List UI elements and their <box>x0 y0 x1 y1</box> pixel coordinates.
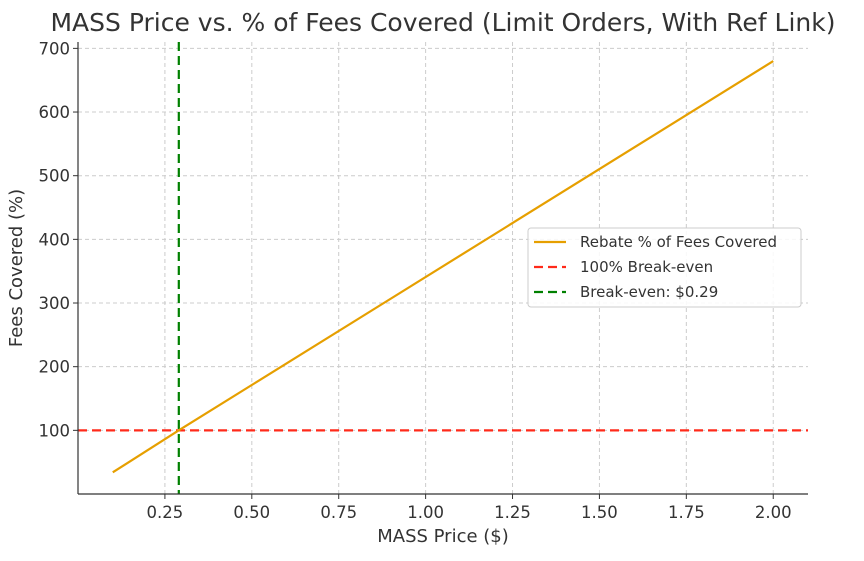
y-tick-label: 500 <box>39 167 71 186</box>
x-tick-label: 1.75 <box>668 503 705 522</box>
y-tick-label: 100 <box>39 421 71 440</box>
legend-entry-label: Rebate % of Fees Covered <box>580 233 777 251</box>
x-tick-label: 0.25 <box>147 503 184 522</box>
x-tick-label: 0.50 <box>233 503 270 522</box>
chart-title: MASS Price vs. % of Fees Covered (Limit … <box>50 8 835 37</box>
y-tick-label: 700 <box>39 39 71 58</box>
legend-entry-label: 100% Break-even <box>580 258 713 276</box>
x-tick-label: 0.75 <box>320 503 357 522</box>
x-axis-label: MASS Price ($) <box>377 526 509 547</box>
axes: 0.25 0.50 0.75 1.00 1.25 1.50 1.75 2.00 100 200 30… <box>39 39 808 522</box>
x-tick-label: 1.50 <box>581 503 618 522</box>
y-tick-label: 400 <box>39 230 71 249</box>
series-line <box>112 60 774 474</box>
legend-box <box>527 227 802 308</box>
y-axis-label: Fees Covered (%) <box>6 189 27 347</box>
y-tick-label: 600 <box>39 103 71 122</box>
legend: Rebate % of Fees Covered 100% Break-even B… <box>527 227 802 308</box>
x-tick-label: 1.25 <box>494 503 531 522</box>
x-tick-label: 2.00 <box>755 503 792 522</box>
plot-area <box>78 42 808 494</box>
x-tick-label: 1.00 <box>407 503 444 522</box>
y-tick-label: 300 <box>39 294 71 313</box>
legend-entry-label: Break-even: $0.29 <box>580 283 718 301</box>
y-tick-label: 200 <box>39 358 71 377</box>
